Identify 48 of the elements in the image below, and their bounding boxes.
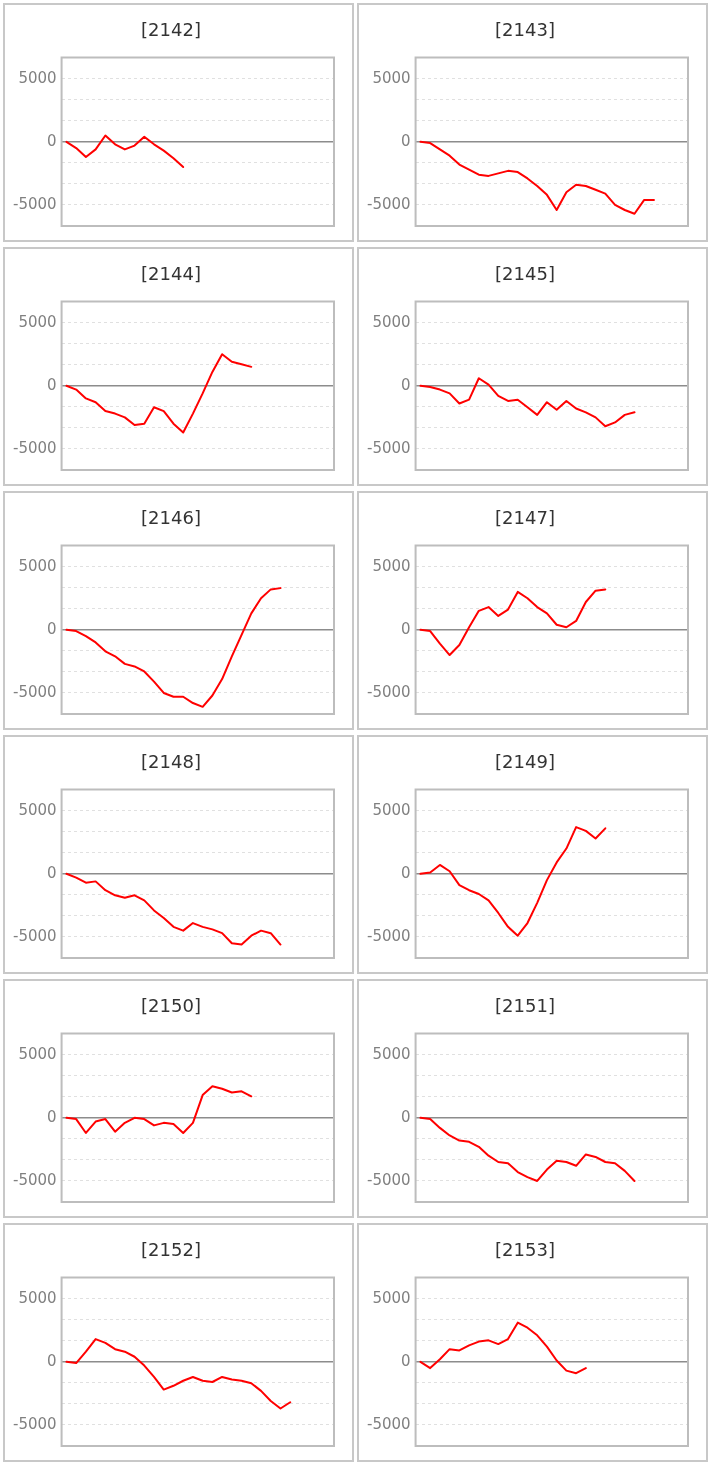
chart-title: [2143] — [495, 19, 555, 41]
y-tick-label: 5000 — [18, 312, 57, 331]
y-tick-label: 5000 — [18, 1044, 57, 1063]
y-tick-label: 5000 — [18, 800, 57, 819]
y-tick-label: 0 — [401, 131, 411, 150]
y-tick-label: 0 — [47, 1351, 57, 1370]
y-tick-label: 5000 — [18, 1288, 57, 1307]
y-tick-label: 0 — [47, 375, 57, 394]
y-tick-label: 5000 — [372, 1044, 411, 1063]
y-tick-label: 0 — [47, 1107, 57, 1126]
chart-title: [2153] — [495, 1239, 555, 1261]
y-tick-label: 5000 — [18, 556, 57, 575]
y-tick-label: 0 — [47, 863, 57, 882]
y-tick-label: -5000 — [366, 438, 411, 457]
y-tick-label: 0 — [401, 863, 411, 882]
y-tick-label: -5000 — [366, 926, 411, 945]
chart-title: [2150] — [141, 995, 201, 1017]
chart-title: [2147] — [495, 507, 555, 529]
y-tick-label: 0 — [47, 619, 57, 638]
chart-title: [2146] — [141, 507, 201, 529]
chart-title: [2144] — [141, 263, 201, 285]
y-tick-label: 0 — [401, 1351, 411, 1370]
y-tick-label: 5000 — [372, 556, 411, 575]
chart-title: [2151] — [495, 995, 555, 1017]
y-tick-label: 0 — [47, 131, 57, 150]
y-tick-label: -5000 — [366, 194, 411, 213]
y-tick-label: 5000 — [372, 312, 411, 331]
chart-title: [2152] — [141, 1239, 201, 1261]
y-tick-label: -5000 — [12, 194, 57, 213]
chart-title: [2145] — [495, 263, 555, 285]
chart-title: [2142] — [141, 19, 201, 41]
y-tick-label: 5000 — [18, 68, 57, 87]
y-tick-label: 0 — [401, 375, 411, 394]
y-tick-label: -5000 — [366, 1170, 411, 1189]
y-tick-label: -5000 — [12, 926, 57, 945]
y-tick-label: -5000 — [12, 1414, 57, 1433]
y-tick-label: 0 — [401, 1107, 411, 1126]
y-tick-label: -5000 — [12, 682, 57, 701]
y-tick-label: -5000 — [366, 682, 411, 701]
y-tick-label: 5000 — [372, 68, 411, 87]
y-tick-label: -5000 — [12, 1170, 57, 1189]
y-tick-label: -5000 — [12, 438, 57, 457]
y-tick-label: 5000 — [372, 800, 411, 819]
y-tick-label: 0 — [401, 619, 411, 638]
y-tick-label: 5000 — [372, 1288, 411, 1307]
chart-title: [2148] — [141, 751, 201, 773]
y-tick-label: -5000 — [366, 1414, 411, 1433]
chart-title: [2149] — [495, 751, 555, 773]
